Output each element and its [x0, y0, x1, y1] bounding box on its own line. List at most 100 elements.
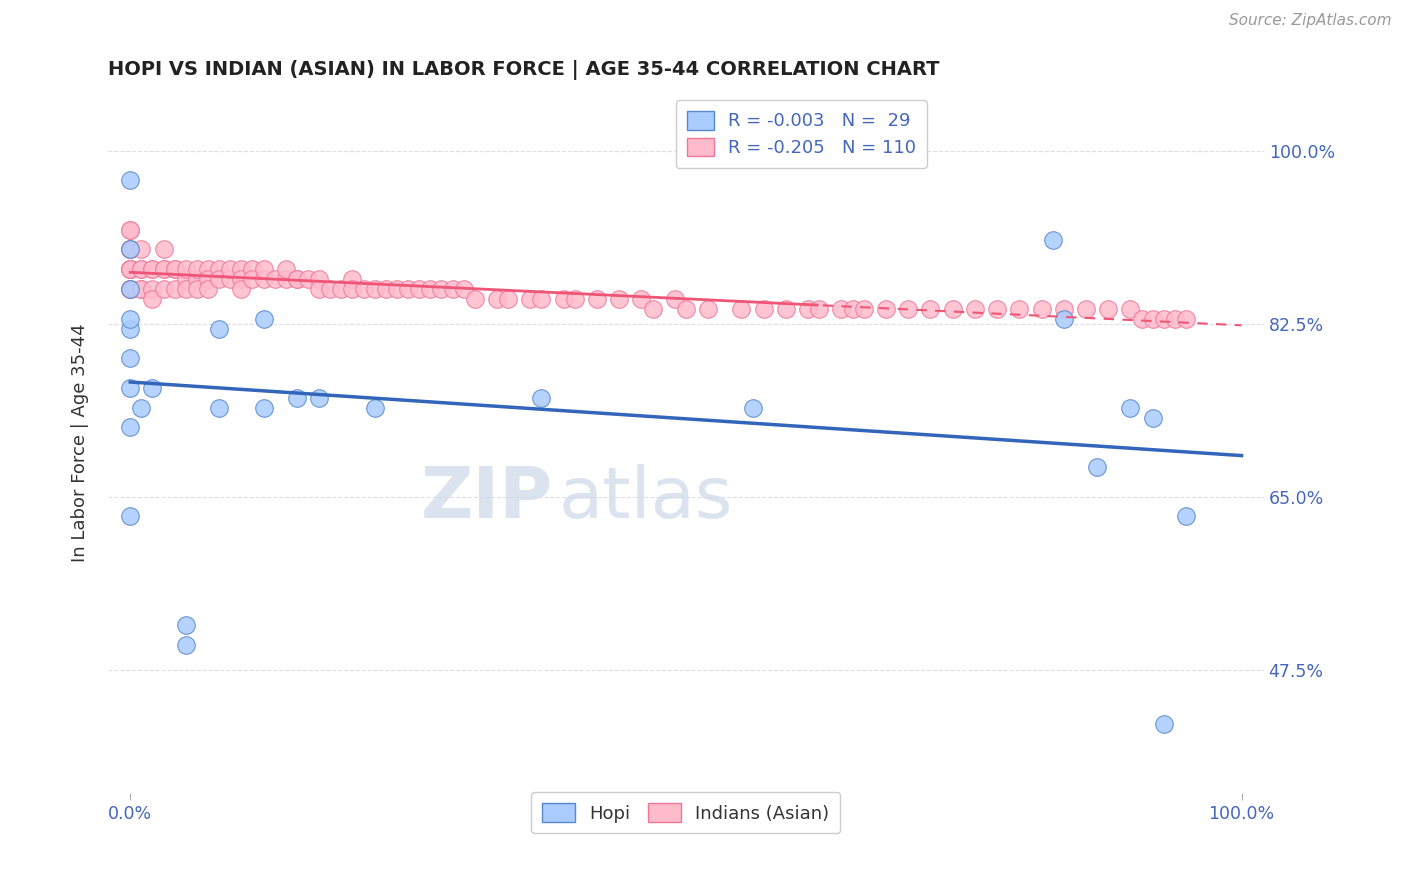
Point: [174, 618, 197, 632]
Point: [120, 381, 142, 395]
Point: [120, 223, 142, 237]
Point: [186, 272, 208, 286]
Point: [120, 243, 142, 257]
Point: [120, 243, 142, 257]
Point: [308, 391, 330, 405]
Point: [607, 292, 630, 306]
Point: [174, 262, 197, 277]
Point: [308, 282, 330, 296]
Point: [285, 272, 308, 286]
Point: [120, 243, 142, 257]
Point: [141, 262, 163, 277]
Point: [252, 311, 274, 326]
Point: [252, 401, 274, 415]
Point: [396, 282, 419, 296]
Point: [342, 272, 364, 286]
Point: [385, 282, 408, 296]
Point: [285, 391, 308, 405]
Point: [174, 282, 197, 296]
Point: [485, 292, 508, 306]
Point: [342, 282, 364, 296]
Point: [120, 223, 142, 237]
Point: [1142, 410, 1164, 425]
Point: [1119, 301, 1142, 316]
Text: Source: ZipAtlas.com: Source: ZipAtlas.com: [1229, 13, 1392, 29]
Point: [364, 401, 387, 415]
Point: [219, 272, 242, 286]
Text: HOPI VS INDIAN (ASIAN) IN LABOR FORCE | AGE 35-44 CORRELATION CHART: HOPI VS INDIAN (ASIAN) IN LABOR FORCE | …: [108, 60, 939, 79]
Point: [120, 262, 142, 277]
Point: [419, 282, 441, 296]
Point: [197, 282, 219, 296]
Point: [152, 262, 174, 277]
Point: [141, 381, 163, 395]
Point: [131, 282, 153, 296]
Point: [174, 638, 197, 652]
Point: [630, 292, 652, 306]
Point: [830, 301, 852, 316]
Point: [1175, 509, 1198, 524]
Point: [1008, 301, 1031, 316]
Point: [120, 262, 142, 277]
Point: [374, 282, 396, 296]
Point: [197, 272, 219, 286]
Point: [231, 262, 253, 277]
Point: [1119, 401, 1142, 415]
Point: [675, 301, 697, 316]
Point: [263, 272, 285, 286]
Point: [252, 272, 274, 286]
Point: [1142, 311, 1164, 326]
Point: [131, 401, 153, 415]
Point: [530, 292, 553, 306]
Point: [141, 282, 163, 296]
Point: [364, 282, 387, 296]
Point: [120, 282, 142, 296]
Point: [308, 272, 330, 286]
Point: [285, 272, 308, 286]
Point: [120, 282, 142, 296]
Point: [163, 282, 186, 296]
Point: [841, 301, 863, 316]
Point: [942, 301, 965, 316]
Point: [131, 243, 153, 257]
Point: [875, 301, 897, 316]
Point: [242, 272, 264, 286]
Point: [519, 292, 541, 306]
Point: [453, 282, 475, 296]
Point: [1085, 460, 1108, 475]
Point: [586, 292, 609, 306]
Point: [897, 301, 920, 316]
Point: [197, 262, 219, 277]
Point: [120, 243, 142, 257]
Point: [1053, 301, 1076, 316]
Point: [208, 321, 231, 335]
Point: [730, 301, 752, 316]
Point: [141, 262, 163, 277]
Point: [553, 292, 575, 306]
Point: [120, 509, 142, 524]
Point: [131, 262, 153, 277]
Point: [986, 301, 1008, 316]
Point: [120, 311, 142, 326]
Point: [1097, 301, 1119, 316]
Point: [920, 301, 942, 316]
Point: [353, 282, 375, 296]
Point: [1031, 301, 1053, 316]
Point: [242, 262, 264, 277]
Point: [219, 262, 242, 277]
Point: [852, 301, 875, 316]
Point: [141, 292, 163, 306]
Point: [152, 243, 174, 257]
Point: [464, 292, 486, 306]
Point: [408, 282, 430, 296]
Point: [231, 272, 253, 286]
Point: [131, 262, 153, 277]
Point: [120, 321, 142, 335]
Point: [1130, 311, 1153, 326]
Point: [163, 262, 186, 277]
Point: [441, 282, 464, 296]
Point: [496, 292, 519, 306]
Point: [174, 272, 197, 286]
Point: [697, 301, 720, 316]
Point: [186, 262, 208, 277]
